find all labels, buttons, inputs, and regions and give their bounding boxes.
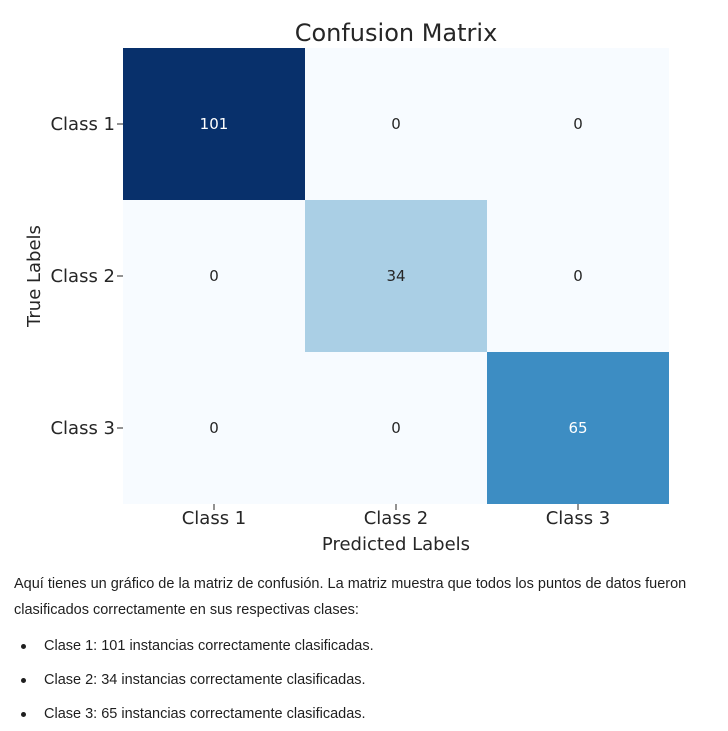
heatmap-cell xyxy=(487,48,669,200)
bullet-item: Clase 2: 34 instancias correctamente cla… xyxy=(14,663,704,697)
bullet-item: Clase 3: 65 instancias correctamente cla… xyxy=(14,697,704,731)
explanation: Aquí tienes un gráfico de la matriz de c… xyxy=(14,571,704,731)
heatmap-cell xyxy=(487,352,669,504)
chart-title: Confusion Matrix xyxy=(295,19,498,47)
y-tick-label: Class 1 xyxy=(50,114,115,135)
confusion-matrix-chart: Confusion Matrix 101 0 00 34 00 0 65 Class 1 Cl… xyxy=(24,19,669,555)
heatmap-cell xyxy=(305,200,487,352)
bullet-text: Clase 1: 101 instancias correctamente cl… xyxy=(44,638,374,654)
bullet-item: Clase 1: 101 instancias correctamente cl… xyxy=(14,629,704,663)
heatmap-cells: 101 0 0 0 34 0 0 0 65 xyxy=(123,48,669,504)
heatmap-cell xyxy=(123,352,305,504)
bullet-text: Clase 2: 34 instancias correctamente cla… xyxy=(44,672,366,688)
x-axis-label: Predicted Labels xyxy=(322,534,470,555)
cell-value-label: 0 xyxy=(391,419,401,437)
heatmap-cell xyxy=(305,48,487,200)
bullet-dot xyxy=(21,644,26,649)
x-tick-label: Class 2 xyxy=(364,508,429,529)
cell-value-label: 0 xyxy=(391,115,401,133)
y-tick-label: Class 2 xyxy=(50,266,115,287)
bullet-dot xyxy=(21,678,26,683)
heatmap-cell xyxy=(305,352,487,504)
cell-value-label: 65 xyxy=(568,419,587,437)
heatmap-cell xyxy=(487,200,669,352)
cell-value-label: 101 xyxy=(200,115,229,133)
y-axis-label: True Labels xyxy=(24,225,45,328)
heatmap-cell xyxy=(123,48,305,200)
x-tick-label: Class 3 xyxy=(546,508,611,529)
bullet-list: Clase 1: 101 instancias correctamente cl… xyxy=(14,629,704,731)
bullet-text: Clase 3: 65 instancias correctamente cla… xyxy=(44,706,366,722)
cell-value-label: 0 xyxy=(573,267,583,285)
y-tick-label: Class 3 xyxy=(50,418,115,439)
cell-value-label: 0 xyxy=(573,115,583,133)
cell-value-label: 0 xyxy=(209,419,219,437)
bullet-dot xyxy=(21,712,26,717)
cell-value-label: 34 xyxy=(386,267,405,285)
axis-labels: Class 1 Class 2 Class 3 Class 1 Class 2 Class… xyxy=(50,114,610,529)
x-tick-label: Class 1 xyxy=(182,508,247,529)
heatmap-cell xyxy=(123,200,305,352)
cell-value-label: 0 xyxy=(209,267,219,285)
intro-paragraph: Aquí tienes un gráfico de la matriz de c… xyxy=(14,576,687,618)
